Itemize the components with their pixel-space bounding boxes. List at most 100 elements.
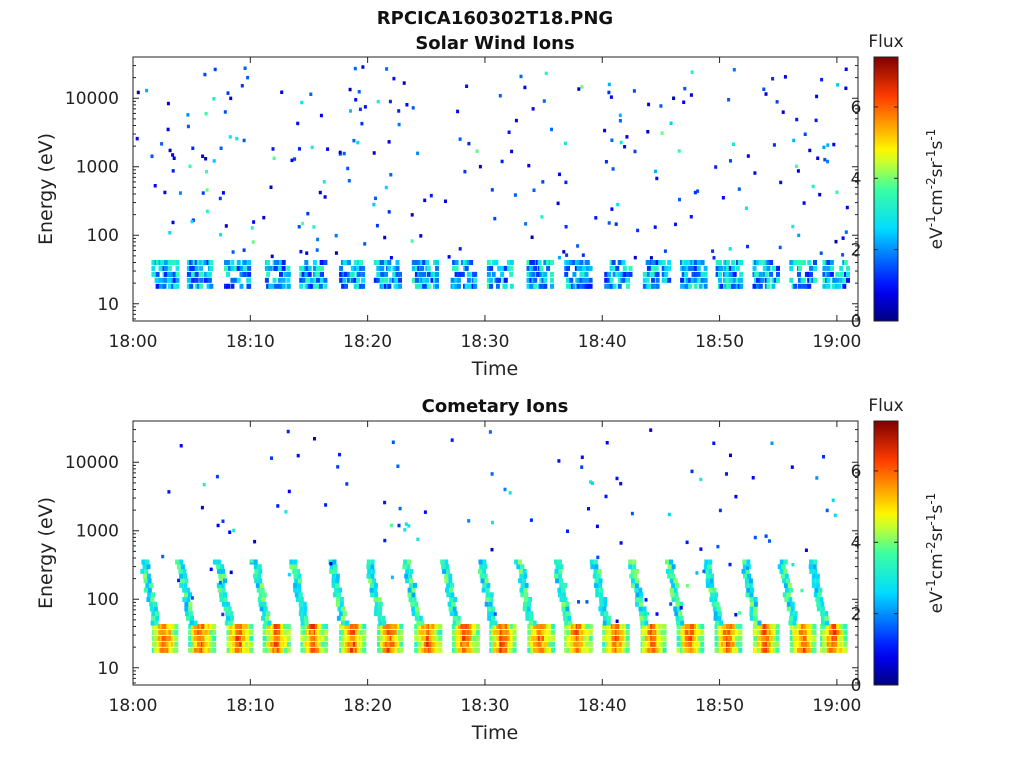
spectrogram-cell [283,271,288,277]
spectrogram-cell [438,641,443,647]
spectrogram-cell [599,587,604,593]
spectrogram-cell [186,615,190,621]
spectrogram-cell [742,559,747,565]
spectrogram-cell [808,148,812,153]
spectrogram-cell [377,597,382,602]
spectrogram-cell [497,265,502,271]
spectrogram-cell [431,647,436,653]
spectrogram-cell [359,624,364,629]
spectrogram-cell [718,641,723,647]
spectrogram-cell [703,265,708,271]
spectrogram-cell [435,277,439,283]
spectrogram-cell [174,647,179,653]
spectrogram-cell [617,271,622,277]
spectrogram-cell [509,265,514,271]
spectrogram-cell [523,573,528,579]
spectrogram-cell [592,573,597,579]
spectrogram-cell [593,559,598,565]
spectrogram-cell [753,641,758,647]
spectrogram-cell [482,568,486,574]
spectrogram-cell [727,98,731,102]
spectrogram-cell [303,606,308,612]
spectrogram-cell [562,250,566,254]
spectrogram-cell [565,601,570,607]
spectrogram-cell [229,647,234,653]
spectrogram-cell [772,143,776,147]
spectrogram-cell [407,592,412,598]
spectrogram-cell [486,283,491,289]
spectrogram-cell [583,641,588,647]
spectrogram-cell [382,629,387,635]
spectrogram-cell [281,265,286,271]
spectrogram-cell [544,624,548,629]
spectrogram-cell [363,242,367,246]
spectrogram-cell [346,271,351,277]
spectrogram-cell [356,260,361,265]
spectrogram-cell [229,611,234,617]
spectrogram-cells [135,65,850,289]
spectrogram-cell [202,629,207,635]
spectrogram-cell [756,641,761,647]
spectrogram-cell [153,601,158,607]
spectrogram-cell [227,606,232,612]
spectrogram-cell [519,587,524,593]
spectrogram-cell [467,519,471,523]
spectrogram-cell [286,647,291,653]
spectrogram-cell [226,91,230,95]
spectrogram-cell [573,629,578,635]
y-axis-label: Energy (eV) [35,497,57,609]
spectrogram-cell [835,190,839,194]
spectrogram-cell [557,592,562,598]
spectrogram-cell [339,277,344,283]
spectrogram-cell [170,647,175,653]
spectrogram-cell [332,559,337,565]
spectrogram-cell [490,188,494,192]
spectrogram-cell [331,578,336,584]
spectrogram-cell [345,641,350,647]
spectrogram-cell [249,647,254,653]
spectrogram-cell [414,265,419,271]
spectrogram-cell [209,260,214,265]
spectrogram-cell [608,624,613,629]
spectrogram-cell [421,635,426,641]
spectrogram-cell [186,283,191,289]
spectrogram-cell [526,606,531,612]
spectrogram-cell [373,597,378,602]
spectrogram-cell [321,629,326,635]
spectrogram-cell [707,564,712,570]
spectrogram-cell [735,641,740,647]
spectrogram-cell [718,629,723,635]
spectrogram-cell [539,265,544,271]
spectrogram-cell [414,283,419,289]
spectrogram-cell [696,271,701,277]
spectrogram-cell [820,615,825,621]
spectrogram-cell [570,629,575,635]
spectrogram-cell [700,624,705,629]
spectrogram-cell [159,635,164,641]
spectrogram-cell [321,624,326,629]
spectrogram-cell [151,260,156,265]
spectrogram-cell [167,277,172,283]
spectrogram-cell [338,150,342,155]
spectrogram-cell [178,568,183,574]
spectrogram-cell [491,520,494,525]
spectrogram-cell [526,260,531,265]
spectrogram-cell [235,647,240,653]
spectrogram-cell [408,573,413,579]
spectrogram-cell [174,629,179,635]
spectrogram-cell [209,624,214,629]
spectrogram-cell [299,277,304,283]
spectrogram-cell [544,629,548,635]
spectrogram-cell [435,271,439,277]
spectrogram-cell [304,615,309,621]
spectrogram-cell [245,624,250,629]
spectrogram-cell [350,265,355,271]
spectrogram-cell [398,271,402,277]
spectrogram-cell [804,283,809,289]
spectrogram-cell [672,96,676,100]
spectrogram-cell [261,615,265,621]
spectrogram-cell [286,283,291,289]
spectrogram-cell [475,647,480,653]
spectrogram-cell [166,624,171,629]
spectrogram-cell [257,597,262,602]
